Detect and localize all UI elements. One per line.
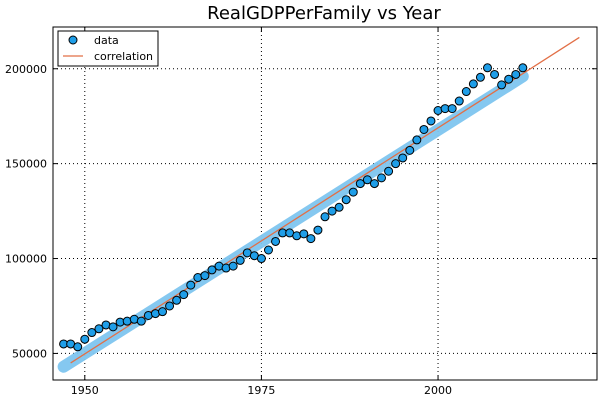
data-point: [299, 229, 309, 239]
data-point: [108, 322, 118, 332]
plot-area: [57, 36, 580, 373]
data-point: [405, 145, 415, 155]
data-point: [511, 69, 521, 79]
correlation-line: [70, 36, 580, 364]
data-point: [80, 334, 90, 344]
data-point: [384, 166, 394, 176]
data-point: [334, 202, 344, 212]
data-point: [426, 116, 436, 126]
data-point: [306, 234, 316, 244]
y-tick-label: 100000: [5, 253, 47, 266]
data-point: [179, 290, 189, 300]
data-point: [256, 254, 266, 264]
data-point: [419, 124, 429, 134]
legend: data correlation: [57, 30, 159, 67]
data-point: [377, 173, 387, 183]
data-point: [313, 225, 323, 235]
data-point: [369, 179, 379, 189]
data-point: [263, 245, 273, 255]
data-point: [327, 206, 337, 216]
data-point: [362, 175, 372, 185]
plot-frame: [52, 26, 598, 381]
grid: [53, 27, 597, 380]
data-point: [320, 212, 330, 222]
x-tick-label: 1975: [247, 384, 275, 397]
chart-title: RealGDPPerFamily vs Year: [207, 3, 441, 24]
data-point: [186, 280, 196, 290]
data-point: [235, 255, 245, 265]
data-point: [497, 80, 507, 90]
y-tick-label: 200000: [5, 63, 47, 76]
data-point: [355, 179, 365, 189]
data-point: [518, 63, 528, 73]
y-tick-label: 150000: [5, 158, 47, 171]
legend-marker-data: [68, 35, 78, 45]
axis-ticks: 1950 1975 2000 50000 100000 150000 200000: [5, 27, 597, 397]
data-point: [461, 87, 471, 97]
data-point: [136, 316, 146, 326]
data-point: [490, 69, 500, 79]
data-point: [158, 307, 168, 317]
data-point: [482, 63, 492, 73]
legend-label-data: data: [94, 34, 119, 47]
data-point: [165, 301, 175, 311]
data-point: [504, 74, 514, 84]
data-point: [271, 236, 281, 246]
data-point: [454, 96, 464, 106]
data-point: [73, 342, 83, 352]
legend-label-correlation: correlation: [94, 50, 153, 63]
data-point: [207, 265, 217, 275]
data-point: [412, 135, 422, 145]
data-point: [348, 187, 358, 197]
data-point: [475, 72, 485, 82]
data-point: [398, 153, 408, 163]
x-tick-label: 2000: [424, 384, 452, 397]
x-tick-label: 1950: [71, 384, 99, 397]
data-point: [172, 295, 182, 305]
data-point: [447, 104, 457, 114]
data-point: [87, 328, 97, 338]
data-point: [391, 159, 401, 169]
data-point: [200, 271, 210, 281]
data-point: [468, 79, 478, 89]
data-point: [228, 261, 238, 271]
data-point: [341, 195, 351, 205]
data-point: [94, 324, 104, 334]
y-tick-label: 50000: [12, 347, 47, 360]
